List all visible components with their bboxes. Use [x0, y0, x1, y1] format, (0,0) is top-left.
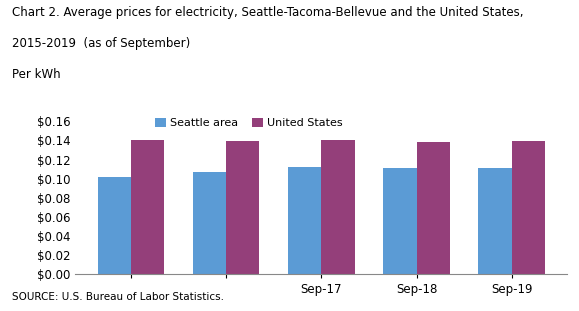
- Legend: Seattle area, United States: Seattle area, United States: [155, 118, 343, 128]
- Bar: [131, 141, 164, 274]
- Bar: [98, 177, 131, 274]
- Bar: [416, 142, 450, 274]
- Bar: [512, 142, 545, 274]
- Text: Per kWh: Per kWh: [12, 68, 60, 81]
- Bar: [321, 140, 355, 274]
- Text: 2015-2019  (as of September): 2015-2019 (as of September): [12, 37, 190, 50]
- Bar: [288, 167, 321, 274]
- Text: SOURCE: U.S. Bureau of Labor Statistics.: SOURCE: U.S. Bureau of Labor Statistics.: [12, 292, 223, 302]
- Bar: [193, 172, 226, 274]
- Bar: [478, 168, 512, 274]
- Bar: [226, 142, 259, 274]
- Text: Chart 2. Average prices for electricity, Seattle-Tacoma-Bellevue and the United : Chart 2. Average prices for electricity,…: [12, 6, 523, 19]
- Bar: [383, 168, 416, 274]
